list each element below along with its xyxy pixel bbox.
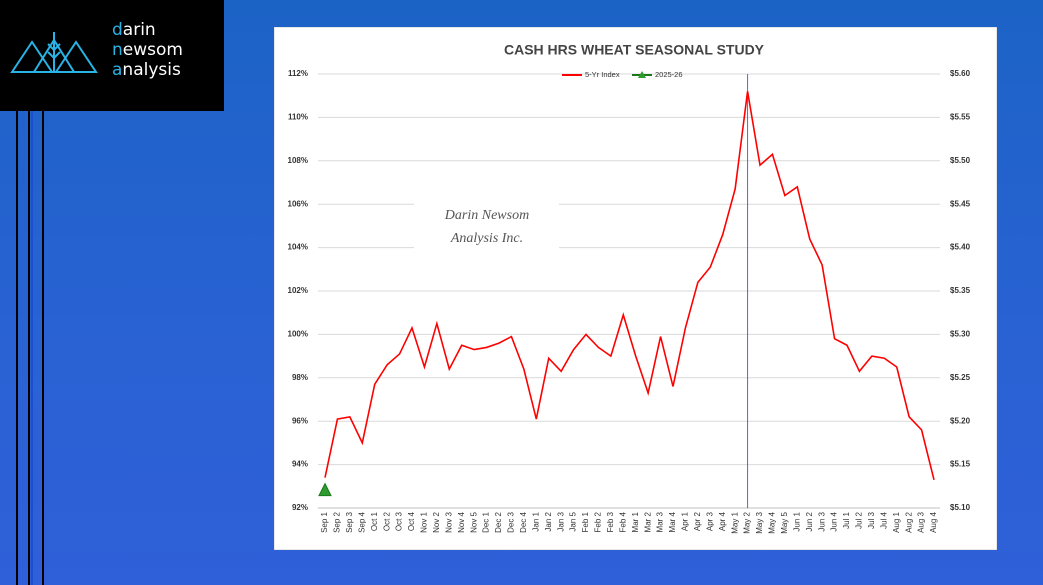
- x-tick-label: Apr 4: [718, 511, 727, 531]
- logo-text: darin newsom analysis: [112, 20, 183, 80]
- x-tick-label: Jun 4: [830, 511, 839, 531]
- decor-line: [28, 111, 30, 585]
- x-tick-label: Aug 3: [917, 511, 926, 532]
- y2-tick-label: $5.30: [950, 330, 971, 339]
- x-tick-label: May 4: [768, 511, 777, 533]
- y-tick-label: 106%: [288, 199, 308, 208]
- x-tick-label: Oct 2: [382, 511, 391, 531]
- logo-word: darin: [112, 20, 156, 40]
- logo-word: newsom: [112, 40, 183, 60]
- x-tick-label: Apr 2: [693, 511, 702, 531]
- x-tick-label: Aug 2: [904, 511, 913, 532]
- x-tick-label: Oct 1: [370, 511, 379, 531]
- x-tick-label: Nov 3: [444, 511, 453, 532]
- x-tick-label: Jul 3: [867, 511, 876, 528]
- x-tick-label: Mar 1: [631, 511, 640, 532]
- x-tick-label: Dec 2: [494, 511, 503, 532]
- y-tick-label: 100%: [288, 330, 308, 339]
- y-tick-label: 96%: [292, 416, 308, 425]
- x-tick-label: Jun 2: [805, 511, 814, 531]
- x-tick-label: Aug 1: [892, 511, 901, 532]
- logo-word: analysis: [112, 60, 181, 80]
- x-tick-label: Sep 4: [357, 511, 366, 532]
- y-tick-label: 110%: [288, 113, 308, 122]
- x-tick-label: Feb 4: [618, 511, 627, 532]
- x-tick-label: Jan 1: [531, 511, 540, 531]
- y-tick-label: 112%: [288, 69, 308, 78]
- y2-tick-label: $5.25: [950, 373, 971, 382]
- y2-tick-label: $5.35: [950, 286, 971, 295]
- x-tick-label: Dec 3: [507, 511, 516, 532]
- decor-line: [42, 111, 44, 585]
- x-tick-label: Jun 1: [792, 511, 801, 531]
- x-tick-label: Mar 2: [643, 511, 652, 532]
- chart: CASH HRS WHEAT SEASONAL STUDY 92% 94% 96% 9…: [274, 27, 997, 550]
- x-tick-label: Nov 1: [420, 511, 429, 532]
- y-tick-label: 102%: [288, 286, 308, 295]
- y2-tick-label: $5.60: [950, 69, 971, 78]
- y-tick-label: 92%: [292, 503, 308, 512]
- y2-tick-label: $5.55: [950, 113, 971, 122]
- y-tick-label: 98%: [292, 373, 308, 382]
- x-tick-label: Dec 1: [482, 511, 491, 532]
- x-tick-label: Feb 2: [594, 511, 603, 532]
- x-tick-label: May 2: [743, 511, 752, 533]
- legend-label: 2025-26: [655, 70, 683, 79]
- decor-line: [16, 111, 18, 585]
- y-tick-label: 104%: [288, 243, 308, 252]
- x-tick-label: Oct 3: [395, 511, 404, 531]
- x-tick-label: Aug 4: [929, 511, 938, 532]
- y2-tick-label: $5.10: [950, 503, 971, 512]
- y2-tick-label: $5.20: [950, 416, 971, 425]
- x-tick-label: May 1: [730, 511, 739, 533]
- x-tick-label: May 5: [780, 511, 789, 533]
- y-tick-label: 108%: [288, 156, 308, 165]
- logo-mark: [10, 32, 98, 73]
- annotation: Darin Newsom: [444, 208, 529, 223]
- x-tick-label: Apr 3: [705, 511, 714, 531]
- x-tick-label: Nov 4: [457, 511, 466, 532]
- x-tick-label: Jul 4: [879, 511, 888, 528]
- x-tick-label: Jan 3: [556, 511, 565, 531]
- y2-tick-label: $5.50: [950, 156, 971, 165]
- x-tick-label: Sep 1: [320, 511, 329, 532]
- chart-panel: [274, 27, 997, 550]
- y2-tick-label: $5.15: [950, 460, 971, 469]
- x-tick-label: Nov 2: [432, 511, 441, 532]
- x-tick-label: Oct 4: [407, 511, 416, 531]
- x-tick-label: Jul 1: [842, 511, 851, 528]
- y2-tick-label: $5.40: [950, 243, 971, 252]
- y2-tick-label: $5.45: [950, 199, 971, 208]
- y-tick-label: 94%: [292, 460, 308, 469]
- decor-line: [31, 111, 33, 585]
- x-tick-label: Dec 4: [519, 511, 528, 532]
- x-tick-label: Apr 1: [681, 511, 690, 531]
- annotation: Analysis Inc.: [450, 231, 523, 246]
- legend-marker: [638, 71, 646, 78]
- chart-title: CASH HRS WHEAT SEASONAL STUDY: [504, 42, 765, 58]
- series-marker: [318, 482, 332, 497]
- x-tick-label: Jul 2: [855, 511, 864, 528]
- x-tick-label: Mar 4: [668, 511, 677, 532]
- x-tick-label: Jan 2: [544, 511, 553, 531]
- series-line: [324, 91, 935, 480]
- x-tick-label: Feb 3: [606, 511, 615, 532]
- x-tick-label: Sep 3: [345, 511, 354, 532]
- logo: darin newsom analysis: [0, 0, 224, 111]
- x-tick-label: Sep 2: [333, 511, 342, 532]
- x-tick-label: Feb 1: [581, 511, 590, 532]
- legend-label: 5-Yr Index: [585, 70, 620, 79]
- x-tick-label: Mar 3: [656, 511, 665, 532]
- x-tick-label: Jan 5: [569, 511, 578, 531]
- x-tick-label: Jun 3: [817, 511, 826, 531]
- annotation-bg: [414, 199, 559, 249]
- x-tick-label: Nov 5: [469, 511, 478, 532]
- x-tick-label: May 3: [755, 511, 764, 533]
